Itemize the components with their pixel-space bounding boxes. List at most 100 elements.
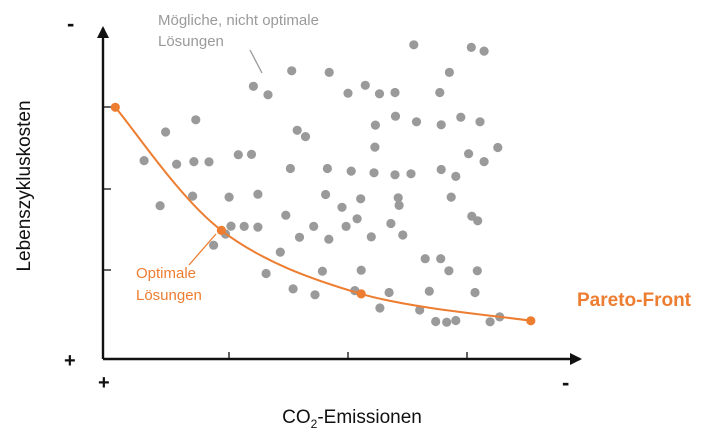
suboptimal-point — [287, 66, 297, 76]
suboptimal-point — [253, 222, 263, 232]
suboptimal-point — [172, 159, 182, 169]
y-axis-top-sign: - — [67, 11, 74, 36]
pareto-points — [110, 102, 536, 326]
suboptimal-point — [436, 120, 446, 130]
suboptimal-point — [473, 216, 483, 226]
suboptimal-point — [394, 200, 404, 210]
suboptimal-label-line1: Mögliche, nicht optimale — [158, 12, 319, 29]
suboptimal-point — [189, 157, 199, 167]
suboptimal-point — [472, 266, 482, 276]
suboptimal-point — [442, 317, 452, 327]
x-axis-label-subscript: 2 — [311, 417, 318, 431]
suboptimal-point — [155, 201, 165, 211]
suboptimal-point — [424, 286, 434, 296]
suboptimal-point — [390, 170, 400, 180]
suboptimal-point — [451, 315, 461, 326]
pareto-front-label: Pareto-Front — [577, 290, 692, 311]
suboptimal-point — [398, 230, 408, 240]
suboptimal-point — [300, 132, 311, 142]
suboptimal-point — [475, 117, 485, 127]
suboptimal-point — [294, 232, 305, 242]
suboptimal-point — [435, 87, 445, 98]
origin-y-sign: + — [64, 350, 76, 372]
suboptimal-point — [285, 163, 295, 174]
suboptimal-point — [360, 80, 370, 90]
suboptimal-point — [411, 117, 422, 127]
suboptimal-point — [393, 193, 403, 203]
suboptimal-point — [444, 266, 454, 276]
suboptimal-point — [246, 149, 257, 159]
suboptimal-pointer-line — [249, 49, 263, 74]
pareto-point — [356, 289, 366, 299]
suboptimal-point — [352, 214, 362, 224]
suboptimal-point — [322, 163, 332, 174]
suboptimal-point — [224, 192, 234, 202]
x-axis-label-rest: -Emissionen — [317, 407, 422, 428]
suboptimal-point — [366, 232, 376, 242]
x-ticks — [228, 352, 468, 359]
suboptimal-point — [390, 111, 401, 121]
suboptimal-point — [261, 268, 271, 279]
suboptimal-point — [281, 210, 291, 220]
suboptimal-point — [317, 266, 327, 276]
pareto-point — [216, 225, 226, 235]
y-ticks — [103, 106, 111, 271]
pareto-point — [110, 102, 120, 112]
suboptimal-point — [446, 192, 456, 202]
suboptimal-point — [204, 157, 214, 167]
optimal-pointer-line — [188, 233, 217, 266]
suboptimal-point — [370, 120, 380, 130]
x-axis-label-main: CO — [282, 407, 311, 428]
suboptimal-point — [390, 87, 400, 98]
optimal-label-line2: Lösungen — [136, 287, 202, 304]
suboptimal-point — [470, 287, 480, 298]
suboptimal-point — [479, 157, 489, 167]
suboptimal-point — [324, 67, 334, 77]
suboptimal-point — [309, 221, 319, 231]
suboptimal-point — [253, 189, 263, 199]
suboptimal-point — [464, 149, 474, 159]
suboptimal-point — [239, 221, 249, 231]
suboptimal-point — [248, 81, 258, 91]
suboptimal-point — [370, 142, 380, 152]
suboptimal-point — [263, 90, 273, 100]
suboptimal-point — [324, 234, 334, 244]
suboptimal-point — [356, 194, 366, 204]
suboptimal-point — [374, 89, 385, 99]
suboptimal-point — [415, 305, 425, 315]
suboptimal-point — [386, 218, 396, 229]
suboptimal-point — [188, 191, 198, 201]
suboptimal-point — [288, 284, 298, 294]
origin-x-sign: + — [98, 372, 110, 394]
suboptimal-point — [369, 168, 379, 178]
suboptimal-point — [161, 127, 171, 137]
suboptimal-point — [456, 112, 466, 122]
optimal-label-line1: Optimale — [136, 265, 196, 282]
suboptimal-point — [356, 265, 366, 275]
pareto-point — [526, 316, 536, 326]
suboptimal-point — [485, 317, 495, 327]
suboptimal-point — [409, 40, 419, 50]
x-axis-right-sign: - — [562, 370, 569, 395]
suboptimal-point — [275, 247, 285, 257]
suboptimal-point — [493, 142, 503, 153]
suboptimal-point — [436, 164, 446, 175]
suboptimal-point — [310, 290, 320, 300]
suboptimal-point — [466, 42, 476, 53]
suboptimal-point — [343, 88, 353, 98]
suboptimal-point — [292, 125, 302, 135]
suboptimal-point — [341, 221, 351, 231]
suboptimal-point — [337, 202, 347, 212]
suboptimal-point — [451, 171, 461, 181]
suboptimal-point — [431, 316, 441, 327]
suboptimal-point — [321, 189, 331, 200]
suboptimal-point — [226, 221, 236, 231]
suboptimal-point — [479, 46, 489, 56]
suboptimal-point — [420, 254, 430, 264]
y-axis-label: Lebenszykluskosten — [14, 100, 35, 271]
suboptimal-label-line2: Lösungen — [158, 33, 224, 50]
suboptimal-point — [384, 287, 394, 298]
suboptimal-point — [346, 166, 356, 176]
suboptimal-point — [233, 150, 243, 160]
suboptimal-point — [406, 169, 416, 179]
